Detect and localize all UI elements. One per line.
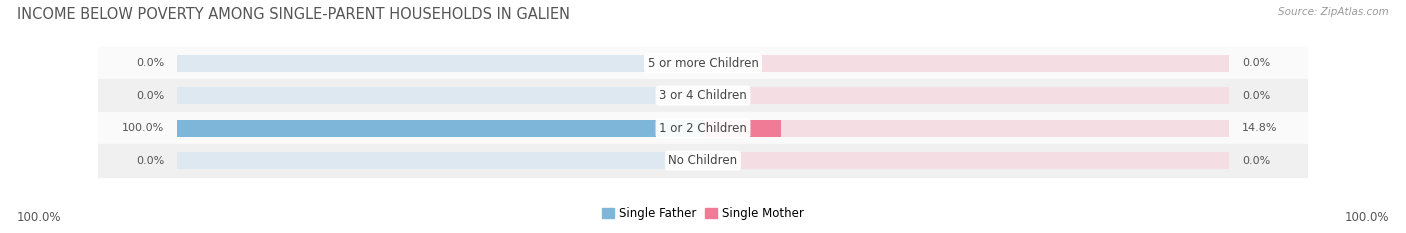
Text: 0.0%: 0.0% xyxy=(1241,91,1270,101)
Text: 0.0%: 0.0% xyxy=(136,156,165,166)
Text: 100.0%: 100.0% xyxy=(1344,211,1389,224)
Bar xyxy=(98,112,1308,144)
Bar xyxy=(177,87,703,104)
Bar xyxy=(703,152,1229,169)
Text: Source: ZipAtlas.com: Source: ZipAtlas.com xyxy=(1278,7,1389,17)
Text: 100.0%: 100.0% xyxy=(122,123,165,133)
Text: 14.8%: 14.8% xyxy=(1241,123,1278,133)
Bar xyxy=(703,120,780,137)
Bar xyxy=(703,120,1229,137)
Text: 0.0%: 0.0% xyxy=(1241,58,1270,68)
Bar xyxy=(177,120,703,137)
Text: 3 or 4 Children: 3 or 4 Children xyxy=(659,89,747,102)
Bar xyxy=(177,152,703,169)
Bar xyxy=(177,120,703,137)
Text: INCOME BELOW POVERTY AMONG SINGLE-PARENT HOUSEHOLDS IN GALIEN: INCOME BELOW POVERTY AMONG SINGLE-PARENT… xyxy=(17,7,569,22)
Bar xyxy=(98,47,1308,79)
Text: 0.0%: 0.0% xyxy=(136,58,165,68)
Text: 0.0%: 0.0% xyxy=(136,91,165,101)
Text: 5 or more Children: 5 or more Children xyxy=(648,57,758,70)
Bar xyxy=(703,55,1229,72)
Bar xyxy=(703,87,1229,104)
Bar xyxy=(177,55,703,72)
Legend: Single Father, Single Mother: Single Father, Single Mother xyxy=(598,202,808,225)
Text: 100.0%: 100.0% xyxy=(17,211,62,224)
Text: No Children: No Children xyxy=(668,154,738,167)
Bar xyxy=(98,144,1308,177)
Bar xyxy=(98,79,1308,112)
Text: 0.0%: 0.0% xyxy=(1241,156,1270,166)
Text: 1 or 2 Children: 1 or 2 Children xyxy=(659,122,747,135)
